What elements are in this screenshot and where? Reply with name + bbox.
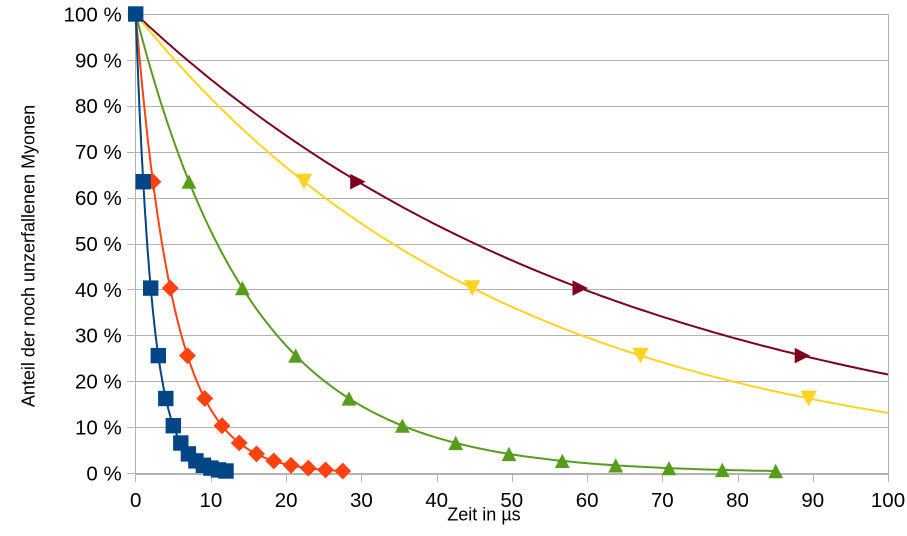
svg-text:10: 10 — [199, 489, 222, 512]
svg-text:60: 60 — [576, 489, 599, 512]
svg-text:0: 0 — [130, 489, 141, 512]
svg-text:50 %: 50 % — [75, 233, 122, 256]
svg-text:80 %: 80 % — [75, 95, 122, 118]
svg-text:100: 100 — [871, 489, 905, 512]
svg-text:30: 30 — [350, 489, 373, 512]
svg-text:100 %: 100 % — [64, 3, 122, 26]
svg-text:Zeit in µs: Zeit in µs — [447, 505, 520, 525]
svg-text:40: 40 — [425, 489, 448, 512]
svg-text:50: 50 — [500, 489, 523, 512]
svg-text:40 %: 40 % — [75, 279, 122, 302]
svg-text:60 %: 60 % — [75, 187, 122, 210]
svg-text:30 %: 30 % — [75, 325, 122, 348]
svg-text:70: 70 — [651, 489, 674, 512]
svg-text:80: 80 — [726, 489, 749, 512]
svg-text:90 %: 90 % — [75, 49, 122, 72]
svg-text:70 %: 70 % — [75, 141, 122, 164]
svg-text:0 %: 0 % — [86, 462, 121, 485]
svg-text:Anteil der noch unzerfallenen: Anteil der noch unzerfallenen Myonen — [19, 105, 39, 407]
svg-text:20 %: 20 % — [75, 371, 122, 394]
svg-text:20: 20 — [275, 489, 298, 512]
svg-text:10 %: 10 % — [75, 417, 122, 440]
svg-text:90: 90 — [801, 489, 824, 512]
